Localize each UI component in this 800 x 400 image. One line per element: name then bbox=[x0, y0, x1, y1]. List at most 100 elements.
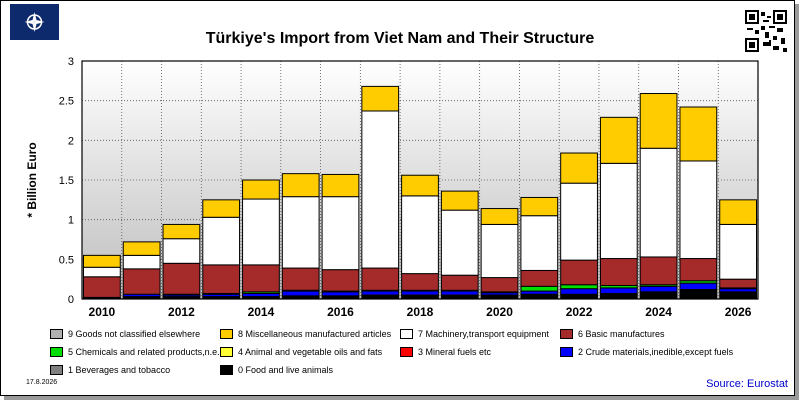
bar-segment bbox=[401, 273, 439, 291]
bar-segment bbox=[639, 285, 678, 293]
bar-segment bbox=[719, 278, 757, 289]
bar-segment bbox=[83, 254, 121, 268]
bar-segment bbox=[520, 285, 559, 292]
legend-swatch bbox=[560, 329, 573, 339]
bar-segment bbox=[560, 284, 598, 290]
x-tick-label: 2020 bbox=[486, 305, 513, 319]
bar-segment bbox=[401, 174, 439, 197]
y-tick-label: 3 bbox=[68, 56, 74, 68]
y-tick-label: 1 bbox=[68, 215, 74, 227]
plot-frame bbox=[81, 60, 759, 300]
bar-segment bbox=[83, 276, 121, 298]
legend-item: 1 Beverages and tobacco bbox=[50, 365, 170, 375]
bar-segment bbox=[560, 293, 598, 300]
qr-code-icon bbox=[745, 10, 787, 52]
bar-segment bbox=[679, 258, 718, 282]
bar-segment bbox=[401, 195, 439, 275]
legend-label: 9 Goods not classified elsewhere bbox=[68, 329, 201, 339]
bar-segment bbox=[281, 290, 320, 297]
bar-segment bbox=[122, 268, 161, 295]
bar-segment bbox=[719, 223, 757, 280]
y-tick-label: 1.5 bbox=[59, 175, 74, 187]
y-tick-label: 2.5 bbox=[59, 96, 74, 108]
bar-segment bbox=[242, 264, 280, 293]
legend-swatch bbox=[400, 347, 413, 357]
x-tick-label: 2012 bbox=[168, 305, 195, 319]
bar-segment bbox=[440, 274, 479, 291]
legend-item: 0 Food and live animals bbox=[220, 365, 333, 375]
bar-segment bbox=[599, 287, 638, 294]
legend-item: 4 Animal and vegetable oils and fats bbox=[220, 347, 382, 357]
bar-segment bbox=[122, 254, 161, 270]
x-tick-label: 2022 bbox=[566, 305, 593, 319]
legend-label: 3 Mineral fuels etc bbox=[418, 347, 492, 357]
legend-item: 7 Machinery,transport equipment bbox=[400, 329, 549, 339]
bar-segment bbox=[361, 290, 400, 296]
bar-segment bbox=[520, 293, 559, 300]
bar-segment bbox=[83, 266, 121, 278]
x-tick-label: 2016 bbox=[327, 305, 354, 319]
legend-item: 9 Goods not classified elsewhere bbox=[50, 329, 200, 339]
legend-label: 2 Crude materials,inedible,except fuels bbox=[578, 347, 734, 357]
legend-swatch bbox=[50, 347, 63, 357]
legend-label: 0 Food and live animals bbox=[238, 365, 334, 375]
x-tick-label: 2024 bbox=[645, 305, 672, 319]
source-link[interactable]: Source: Eurostat bbox=[706, 378, 788, 390]
bar-segment bbox=[162, 238, 201, 264]
y-tick-label: 0 bbox=[68, 294, 74, 306]
legend-swatch bbox=[560, 347, 573, 357]
legend-item: 5 Chemicals and related products,n.e.s. bbox=[50, 347, 227, 357]
bar-segment bbox=[599, 258, 638, 287]
bar-segment bbox=[361, 110, 400, 269]
bar-segment bbox=[560, 152, 598, 184]
bar-segment bbox=[361, 85, 400, 112]
bar-segment bbox=[560, 182, 598, 261]
bar-segment bbox=[281, 173, 320, 198]
bar-segment bbox=[162, 262, 201, 295]
bar-segment bbox=[242, 179, 280, 200]
bar-segment bbox=[679, 160, 718, 260]
y-tick-label: 0.5 bbox=[59, 254, 74, 266]
stacked-bar-chart: 0 0.5 1 1.5 2 2.5 3 2010 2012 2014 2016 2018 2020 202… bbox=[59, 56, 759, 319]
bar-segment bbox=[679, 282, 718, 290]
bar-segment bbox=[321, 291, 360, 297]
bar-segment bbox=[401, 290, 439, 296]
x-tick-label: 2026 bbox=[725, 305, 752, 319]
bar-segment bbox=[321, 196, 360, 271]
bar-segment bbox=[242, 198, 280, 266]
nato-compass-icon bbox=[10, 4, 59, 40]
bar-segment bbox=[480, 277, 519, 293]
legend-label: 4 Animal and vegetable oils and fats bbox=[238, 347, 383, 357]
bar-segment bbox=[679, 106, 718, 162]
bar-segment bbox=[162, 223, 201, 240]
y-tick-label: 2 bbox=[68, 135, 74, 147]
legend-swatch bbox=[220, 347, 233, 357]
legend-label: 8 Miscellaneous manufactured articles bbox=[238, 329, 392, 339]
legend-label: 5 Chemicals and related products,n.e.s. bbox=[68, 347, 227, 357]
bar-segment bbox=[560, 288, 598, 295]
bar-segment bbox=[639, 256, 678, 286]
date-stamp: 17.8.2026 bbox=[26, 379, 58, 386]
x-tick-label: 2014 bbox=[248, 305, 275, 319]
chart-title: Türkiye's Import from Viet Nam and Their… bbox=[205, 30, 595, 47]
bar-segment bbox=[321, 173, 360, 198]
legend-swatch bbox=[50, 329, 63, 339]
bar-segment bbox=[321, 269, 360, 292]
legend-label: 6 Basic manufactures bbox=[578, 329, 665, 339]
legend-item: 6 Basic manufactures bbox=[560, 329, 665, 339]
legend-label: 1 Beverages and tobacco bbox=[68, 365, 171, 375]
bar-segment bbox=[440, 290, 479, 296]
bar-segment bbox=[281, 267, 320, 291]
bar-segment bbox=[480, 223, 519, 279]
bar-segment bbox=[599, 162, 638, 260]
bar-segment bbox=[202, 199, 241, 218]
bar-segment bbox=[480, 208, 519, 225]
bar-segment bbox=[639, 93, 678, 149]
bar-segment bbox=[599, 116, 638, 164]
bar-segment bbox=[520, 269, 559, 287]
bar-segment bbox=[440, 190, 479, 211]
bar-segment bbox=[361, 267, 400, 291]
legend-label: 7 Machinery,transport equipment bbox=[418, 329, 549, 339]
legend-item: 2 Crude materials,inedible,except fuels bbox=[560, 347, 733, 357]
legend-item: 3 Mineral fuels etc bbox=[400, 347, 491, 357]
